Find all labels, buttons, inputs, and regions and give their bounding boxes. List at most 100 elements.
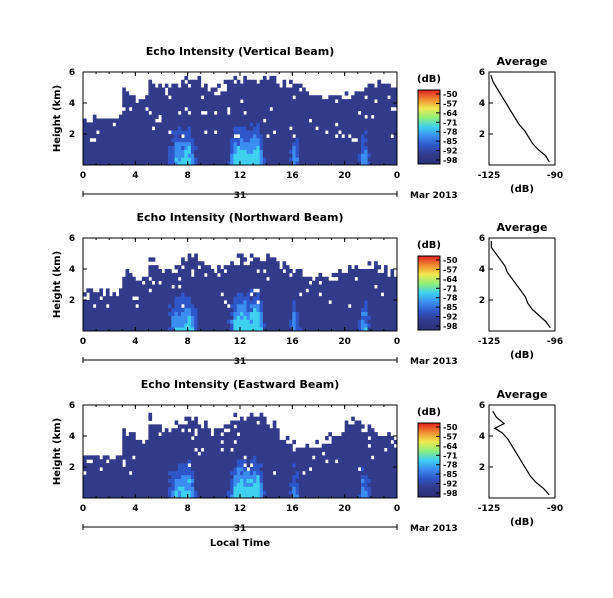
heatmap-cell: [197, 145, 202, 150]
heatmap-cell: [246, 83, 251, 88]
heatmap-cell: [374, 134, 378, 139]
heatmap-cell: [311, 307, 316, 313]
heatmap-cell: [233, 443, 238, 449]
heatmap-cell: [207, 436, 211, 441]
heatmap-cell: [154, 451, 159, 456]
heatmap-cell: [86, 311, 90, 316]
heatmap-cell: [308, 103, 313, 108]
heatmap-cell: [190, 288, 195, 293]
heatmap-cell: [223, 284, 228, 289]
heatmap-cell: [92, 157, 97, 162]
heatmap-cell: [279, 451, 283, 456]
heatmap-cell: [292, 486, 296, 491]
heatmap-cell: [367, 280, 372, 285]
heatmap-cell: [138, 482, 143, 487]
heatmap-cell: [298, 114, 303, 119]
heatmap-cell: [207, 95, 211, 100]
heatmap-cell: [115, 303, 120, 309]
heatmap-cell: [259, 311, 264, 316]
heatmap-cell: [177, 303, 182, 309]
heatmap-cell: [354, 292, 359, 297]
heatmap-cell: [272, 137, 277, 143]
heatmap-cell: [364, 463, 368, 468]
heatmap-cell: [266, 300, 270, 305]
heatmap-cell: [135, 300, 139, 305]
heatmap-cell: [243, 296, 247, 301]
heatmap-cell: [194, 103, 198, 108]
heatmap-cell: [204, 87, 208, 92]
heatmap-cell: [370, 432, 375, 437]
heatmap-cell: [151, 134, 156, 139]
heatmap-cell: [154, 122, 159, 127]
heatmap-cell: [354, 134, 359, 139]
heatmap-cell: [387, 327, 391, 332]
heatmap-cell: [148, 95, 153, 100]
heatmap-cell: [168, 153, 172, 158]
heatmap-cell: [361, 303, 365, 309]
heatmap-cell: [109, 161, 113, 166]
heatmap-cell: [132, 463, 136, 468]
heatmap-cell: [282, 486, 287, 491]
heatmap-cell: [380, 451, 385, 456]
heatmap-cell: [174, 87, 179, 92]
heatmap-cell: [151, 106, 156, 112]
heatmap-cell: [347, 114, 352, 119]
heatmap-cell: [240, 141, 244, 147]
heatmap-cell: [223, 114, 228, 119]
heatmap-cell: [200, 432, 205, 437]
heatmap-cell: [308, 474, 313, 480]
heatmap-cell: [390, 149, 395, 154]
heatmap-cell: [302, 141, 306, 147]
heatmap-cell: [374, 288, 378, 293]
heatmap-cell: [161, 463, 166, 468]
heatmap-cell: [105, 490, 110, 495]
heatmap-cell: [86, 315, 90, 320]
heatmap-cell: [292, 300, 296, 305]
heatmap-cell: [118, 470, 123, 476]
heatmap-cell: [210, 319, 215, 324]
heatmap-cell: [151, 161, 156, 166]
heatmap-cell: [197, 470, 202, 476]
heatmap-cell: [318, 134, 323, 139]
heatmap-cell: [230, 300, 234, 305]
heatmap-cell: [158, 134, 162, 139]
heatmap-cell: [249, 439, 254, 445]
heatmap-cell: [305, 276, 310, 282]
heatmap-cell: [154, 114, 159, 119]
heatmap-cell: [174, 494, 179, 499]
heatmap-cell: [118, 122, 123, 127]
heatmap-cell: [125, 95, 130, 100]
heatmap-cell: [285, 443, 290, 449]
heatmap-cell: [122, 130, 126, 135]
heatmap-cell: [318, 319, 323, 324]
heatmap-cell: [217, 134, 221, 139]
heatmap-cell: [174, 292, 179, 297]
heatmap-cell: [118, 459, 123, 464]
heatmap-cell: [174, 134, 179, 139]
heatmap-cell: [230, 126, 234, 131]
heatmap-cell: [236, 311, 241, 316]
heatmap-cell: [387, 300, 391, 305]
heatmap-cell: [285, 276, 290, 282]
heatmap-cell: [164, 451, 169, 456]
heatmap-cell: [135, 134, 139, 139]
heatmap-cell: [190, 141, 195, 147]
heatmap-cell: [331, 145, 336, 150]
heatmap-cell: [102, 482, 107, 487]
heatmap-cell: [262, 482, 267, 487]
heatmap-cell: [184, 327, 189, 332]
heatmap-cell: [174, 296, 179, 301]
heatmap-cell: [275, 300, 280, 305]
heatmap-cell: [190, 153, 195, 158]
heatmap-cell: [380, 439, 385, 445]
heatmap-cell: [367, 467, 372, 472]
heatmap-cell: [262, 467, 267, 472]
heatmap-cell: [122, 319, 126, 324]
heatmap-cell: [197, 276, 202, 282]
heatmap-cell: [230, 311, 234, 316]
heatmap-cell: [138, 149, 143, 154]
heatmap-cell: [272, 265, 277, 270]
heatmap-cell: [328, 447, 332, 452]
heatmap-cell: [118, 494, 123, 499]
heatmap-cell: [354, 296, 359, 301]
